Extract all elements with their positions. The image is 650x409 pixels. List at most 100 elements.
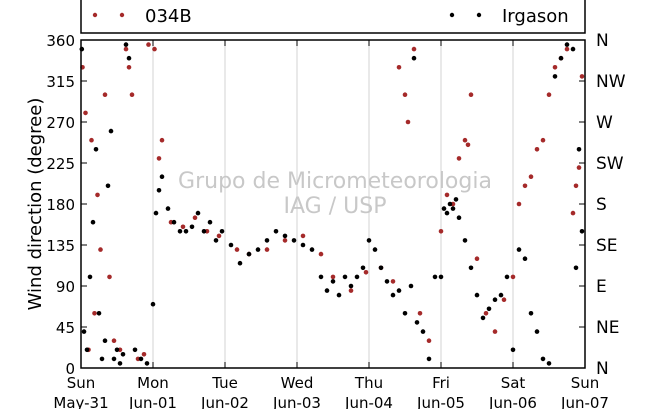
data-point-034b xyxy=(390,279,396,284)
legend-marker-034b-1 xyxy=(92,12,98,18)
y-tick-label: 180 xyxy=(46,196,75,214)
data-point-034b xyxy=(156,156,162,161)
data-point-irgason xyxy=(219,229,225,234)
data-point-irgason xyxy=(447,201,453,207)
y-tick-label: 0 xyxy=(65,360,75,378)
data-point-irgason xyxy=(123,42,129,47)
data-point-034b xyxy=(192,215,198,220)
data-point-034b xyxy=(300,233,306,239)
data-point-irgason xyxy=(171,219,177,225)
data-point-034b xyxy=(146,42,151,47)
data-point-irgason xyxy=(534,329,540,334)
data-point-034b xyxy=(468,92,474,97)
data-point-irgason xyxy=(309,247,315,252)
x-tick-label-day: Mon xyxy=(137,374,169,392)
data-point-irgason xyxy=(450,206,456,211)
data-point-irgason xyxy=(228,242,234,248)
data-point-irgason xyxy=(144,361,150,366)
data-point-034b xyxy=(516,201,522,207)
y2-tick-label: SE xyxy=(596,236,618,256)
data-point-irgason xyxy=(336,292,342,298)
data-point-irgason xyxy=(324,288,330,293)
data-point-irgason xyxy=(522,256,528,262)
data-point-irgason xyxy=(558,55,564,61)
data-point-irgason xyxy=(516,247,522,252)
data-point-034b xyxy=(95,192,100,198)
y2-tick-label: NE xyxy=(596,318,619,338)
y-tick-label: 90 xyxy=(56,278,75,296)
data-point-irgason xyxy=(576,147,582,152)
data-point-irgason xyxy=(195,210,201,216)
data-point-irgason xyxy=(552,74,558,79)
data-point-irgason xyxy=(138,356,144,362)
data-point-irgason xyxy=(81,329,87,334)
data-point-irgason xyxy=(354,274,360,280)
data-point-irgason xyxy=(150,301,156,307)
y2-tick-label: NW xyxy=(596,72,626,92)
data-point-034b xyxy=(540,137,546,143)
data-point-034b xyxy=(234,247,240,252)
data-point-034b xyxy=(528,174,534,179)
data-point-034b xyxy=(579,74,585,79)
legend-marker-irgason-1 xyxy=(449,12,455,18)
y-tick-label: 270 xyxy=(46,114,75,132)
data-point-irgason xyxy=(390,292,396,298)
data-point-irgason xyxy=(441,206,447,211)
data-point-034b xyxy=(573,183,579,189)
y2-tick-label: S xyxy=(596,195,607,215)
data-point-034b xyxy=(501,297,507,303)
data-point-034b xyxy=(330,274,336,280)
data-point-034b xyxy=(216,233,222,239)
x-tick-label-day: Thu xyxy=(354,374,383,392)
data-point-irgason xyxy=(189,224,195,230)
data-point-irgason xyxy=(117,361,123,366)
data-point-irgason xyxy=(453,197,459,202)
data-point-034b xyxy=(402,92,408,97)
data-point-irgason xyxy=(213,238,219,243)
data-point-034b xyxy=(102,92,108,97)
data-point-034b xyxy=(348,288,354,293)
data-point-irgason xyxy=(132,347,138,353)
data-point-irgason xyxy=(420,329,426,334)
legend-box xyxy=(80,0,586,34)
data-point-irgason xyxy=(438,274,444,280)
axes: Sun May-31 Mon Jun-01 Tue Jun-02 Wed Jun-03 Thu J… xyxy=(46,31,625,409)
data-point-034b xyxy=(396,65,402,70)
data-point-irgason xyxy=(318,274,324,280)
x-tick-label-date: Jun-04 xyxy=(344,394,393,409)
data-point-034b xyxy=(405,119,411,125)
data-point-irgason xyxy=(408,283,414,289)
data-point-irgason xyxy=(237,260,243,266)
data-point-irgason xyxy=(474,292,480,298)
data-point-irgason xyxy=(264,238,270,243)
x-tick-label-date: Jun-03 xyxy=(272,394,321,409)
data-point-irgason xyxy=(153,210,159,216)
data-point-irgason xyxy=(486,306,492,312)
data-point-irgason xyxy=(564,42,570,47)
data-point-034b xyxy=(83,110,88,116)
data-point-034b xyxy=(564,46,570,52)
y-tick-label: 360 xyxy=(46,32,75,50)
legend-marker-034b-2 xyxy=(119,12,125,18)
data-point-034b xyxy=(152,46,157,52)
y-tick-label: 225 xyxy=(46,155,75,173)
data-point-irgason xyxy=(504,274,510,280)
data-point-034b xyxy=(462,137,468,143)
data-point-irgason xyxy=(114,347,120,353)
data-point-irgason xyxy=(414,320,420,325)
data-point-034b xyxy=(159,137,165,143)
legend-label-irgason: Irgason xyxy=(502,6,569,27)
data-point-034b xyxy=(141,352,147,357)
data-point-034b xyxy=(126,65,132,70)
data-point-irgason xyxy=(300,242,306,248)
y2-tick-label: SW xyxy=(596,154,624,174)
data-point-034b xyxy=(492,329,498,334)
data-points xyxy=(79,42,585,366)
data-point-irgason xyxy=(366,238,372,243)
data-point-034b xyxy=(426,338,432,344)
x-tick-label-date: May-31 xyxy=(53,394,108,409)
data-point-034b xyxy=(570,210,576,216)
data-point-irgason xyxy=(156,188,162,193)
data-point-034b xyxy=(107,274,112,280)
